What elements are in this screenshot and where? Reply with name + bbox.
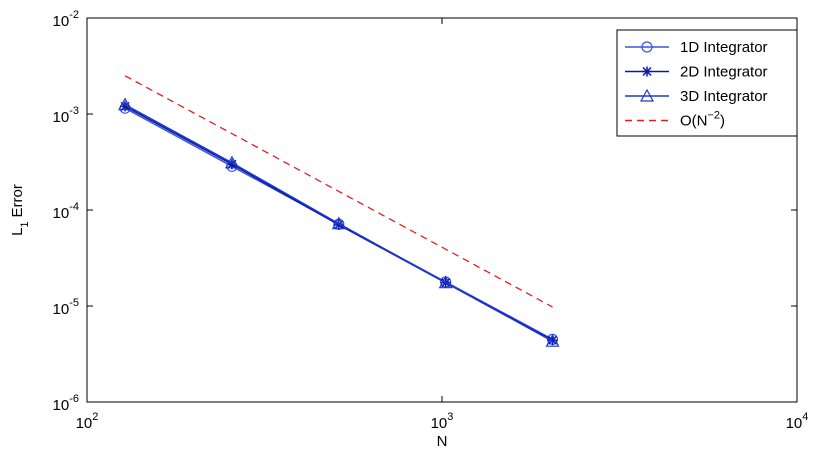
legend-label: 2D Integrator [680, 64, 768, 81]
marker-triangle [224, 155, 239, 169]
x-axis-label: N [437, 433, 448, 450]
tick-label-base: 10 [53, 301, 70, 318]
marker-star [333, 219, 344, 230]
marker-star [226, 159, 237, 170]
tick-label: 10-2 [53, 9, 79, 30]
tick-label-base: 10 [53, 397, 70, 414]
legend-name: 3D Integrator [680, 88, 768, 105]
marker-star [120, 101, 131, 112]
marker-triangle [545, 333, 560, 347]
legend-label: 3D Integrator [680, 88, 768, 105]
marker-triangle [639, 88, 655, 102]
legend-name: 2D Integrator [680, 64, 768, 81]
tick-label: 10-3 [53, 105, 79, 126]
series-line [124, 104, 553, 342]
tick-label-exponent: 4 [802, 411, 808, 423]
tick-label-exponent: -3 [69, 105, 79, 117]
tick-label: 10-4 [53, 201, 79, 222]
legend-name: 1D Integrator [680, 39, 768, 56]
legend-label: 1D Integrator [680, 39, 768, 56]
legend-label: O(N−2) [680, 110, 725, 130]
legend-name-sup: −2 [708, 110, 721, 122]
y-label-suffix: Error [9, 184, 26, 217]
tick-label-exponent: -6 [69, 393, 79, 405]
marker-triangle [331, 216, 346, 230]
tick-label: 10-6 [53, 393, 79, 414]
tick-label: 104 [786, 411, 809, 432]
marker-star [547, 335, 558, 346]
series-line [124, 75, 553, 308]
y-label-sub: 1 [19, 221, 31, 227]
tick-label-base: 10 [431, 415, 448, 432]
tick-label-exponent: -2 [69, 9, 79, 21]
tick-label: 102 [76, 411, 99, 432]
legend-name-suffix: ) [720, 113, 725, 130]
marker-circle [641, 41, 653, 53]
legend-name: O(N [680, 113, 708, 130]
y-axis-label-group: L1 Error [9, 184, 31, 236]
marker-triangle [118, 97, 133, 111]
tick-label-base: 10 [53, 13, 70, 30]
tick-label-base: 10 [786, 415, 803, 432]
y-axis-label: L1 Error [9, 184, 31, 236]
tick-label-exponent: -5 [69, 297, 79, 309]
tick-label-base: 10 [53, 205, 70, 222]
y-label-main: L [9, 228, 26, 236]
tick-label-exponent: 3 [447, 411, 453, 423]
marker-star [642, 66, 652, 77]
marker-triangle [438, 275, 453, 289]
tick-label-base: 10 [76, 415, 93, 432]
tick-label-exponent: -4 [69, 201, 79, 213]
tick-label-base: 10 [53, 109, 70, 126]
tick-label-exponent: 2 [92, 411, 98, 423]
tick-label: 10-5 [53, 297, 79, 318]
tick-label: 103 [431, 411, 454, 432]
